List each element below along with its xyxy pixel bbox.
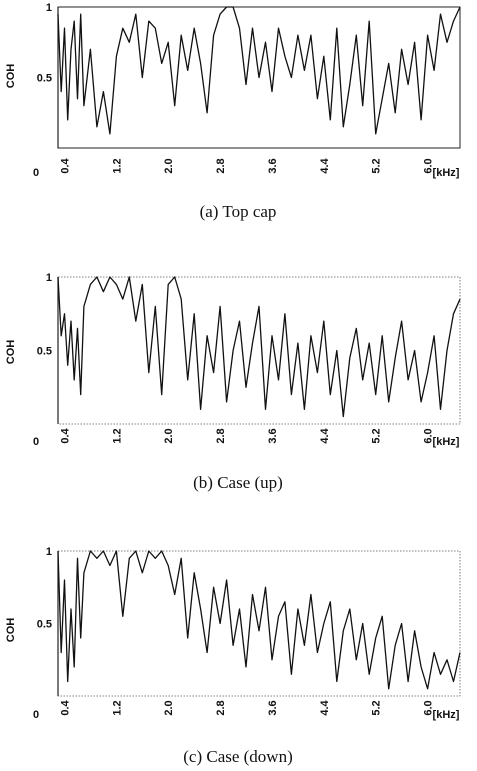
y-axis-label: COH <box>5 618 17 643</box>
y-tick-label: 0.5 <box>37 73 52 85</box>
x-unit-label: [kHz] <box>433 167 460 179</box>
x-tick-label: 6.0 <box>423 158 435 173</box>
x-tick-label: 2.8 <box>215 158 227 173</box>
panel-caption: (c) Case (down) <box>183 747 293 766</box>
y-tick-label: 1 <box>46 2 52 14</box>
x-tick-label: 1.2 <box>111 428 123 443</box>
x-tick-label: 2.0 <box>163 428 175 443</box>
plot-frame <box>57 276 461 425</box>
coherence-panel-a: 1 0.5 COH 0 0.4 1.2 2.0 2.8 3.6 4.4 5.2 6.0[kHz] (a)… <box>5 2 461 221</box>
x-tick-label: 6.0 <box>423 700 435 715</box>
x-tick-label: 1.2 <box>111 700 123 715</box>
x-tick-label: 3.6 <box>267 428 279 443</box>
coherence-panel-b: 1 0.5 COH 0 0.4 1.2 2.0 2.8 3.6 4.4 5.2 6.0[kHz] (b)… <box>5 272 461 492</box>
y-axis-label: COH <box>5 340 17 365</box>
x-tick-label: 2.0 <box>163 158 175 173</box>
x-tick-label: 0.4 <box>59 157 71 173</box>
coherence-trace <box>57 6 461 135</box>
x-tick-label: 4.4 <box>319 699 331 715</box>
x-tick-label: 2.0 <box>163 700 175 715</box>
y-tick-label: 0.5 <box>37 619 52 631</box>
y-tick-label: 1 <box>46 546 52 558</box>
x-origin-label: 0 <box>33 167 39 179</box>
x-tick-label: 4.4 <box>319 427 331 443</box>
y-tick-label: 0.5 <box>37 346 52 358</box>
x-origin-label: 0 <box>33 709 39 721</box>
x-tick-label: 2.8 <box>215 700 227 715</box>
coherence-trace <box>57 276 461 418</box>
y-axis-label: COH <box>5 64 17 89</box>
coherence-panel-c: 1 0.5 COH 0 0.4 1.2 2.0 2.8 3.6 4.4 5.2 6.0[kHz] (c)… <box>5 546 461 766</box>
panel-caption: (a) Top cap <box>200 202 277 221</box>
x-tick-label: 3.6 <box>267 158 279 173</box>
x-origin-label: 0 <box>33 436 39 448</box>
coherence-trace <box>57 550 461 690</box>
x-tick-label: 5.2 <box>371 700 383 715</box>
x-tick-label: 3.6 <box>267 700 279 715</box>
x-unit-label: [kHz] <box>433 709 460 721</box>
x-tick-label: 1.2 <box>111 158 123 173</box>
x-tick-label: 5.2 <box>371 428 383 443</box>
x-tick-label: 0.4 <box>59 427 71 443</box>
x-unit-label: [kHz] <box>433 436 460 448</box>
x-tick-label: 6.0 <box>423 428 435 443</box>
x-tick-label: 5.2 <box>371 158 383 173</box>
x-tick-label: 0.4 <box>59 699 71 715</box>
panel-caption: (b) Case (up) <box>193 473 283 492</box>
x-tick-label: 4.4 <box>319 157 331 173</box>
y-tick-label: 1 <box>46 272 52 284</box>
x-tick-label: 2.8 <box>215 428 227 443</box>
